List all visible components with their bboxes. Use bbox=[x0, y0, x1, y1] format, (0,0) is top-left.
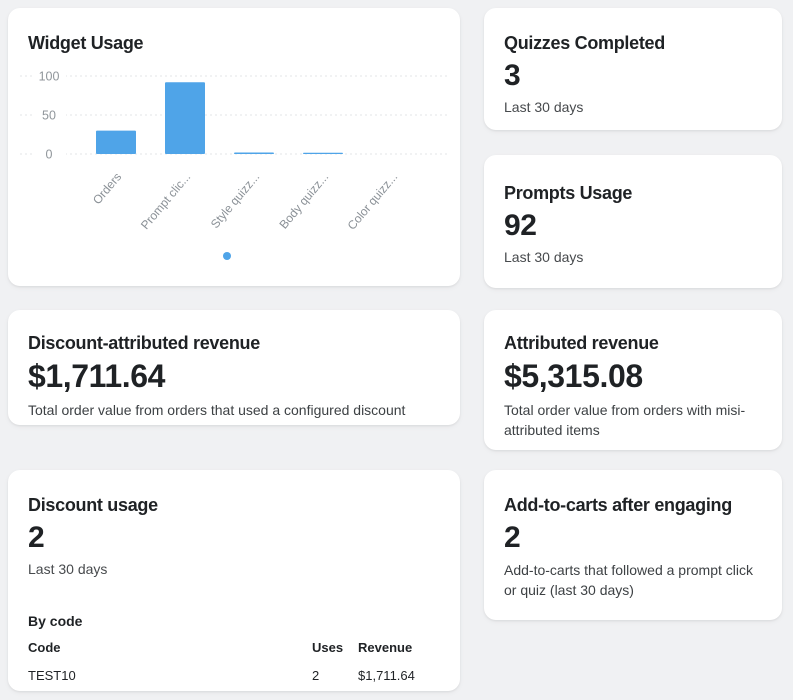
attributed-revenue-title: Attributed revenue bbox=[504, 333, 659, 353]
discount-attributed-revenue-title: Discount-attributed revenue bbox=[28, 333, 260, 353]
discount-attributed-revenue-description: Total order value from orders that used … bbox=[28, 402, 406, 418]
chart-bar bbox=[234, 152, 274, 154]
quizzes-completed-value: 3 bbox=[504, 59, 521, 92]
attributed-revenue-card: Attributed revenue $5,315.08 Total order… bbox=[484, 310, 782, 450]
discount-usage-value: 2 bbox=[28, 521, 45, 554]
y-axis-label: 0 bbox=[46, 148, 53, 162]
x-axis-label: Orders bbox=[90, 170, 124, 207]
widget-usage-title: Widget Usage bbox=[28, 33, 144, 53]
prompts-usage-card: Prompts Usage 92 Last 30 days bbox=[484, 155, 782, 288]
column-header-uses: Uses bbox=[312, 640, 344, 655]
add-to-carts-card: Add-to-carts after engaging 2 Add-to-car… bbox=[484, 470, 782, 620]
add-to-carts-title: Add-to-carts after engaging bbox=[504, 495, 732, 515]
prompts-usage-value: 92 bbox=[504, 209, 537, 242]
chart-bar bbox=[303, 152, 343, 154]
prompts-usage-caption: Last 30 days bbox=[504, 249, 584, 265]
by-code-table-header: Code Uses Revenue bbox=[28, 639, 432, 656]
chart-bar bbox=[165, 82, 205, 154]
y-axis-label: 100 bbox=[39, 70, 60, 84]
add-to-carts-value: 2 bbox=[504, 521, 521, 554]
column-header-code: Code bbox=[28, 640, 61, 655]
x-axis-label: Prompt clic... bbox=[138, 170, 193, 232]
x-axis-label: Color quizz... bbox=[345, 170, 401, 233]
attributed-revenue-value: $5,315.08 bbox=[504, 358, 643, 394]
add-to-carts-description: Add-to-carts that followed a prompt clic… bbox=[504, 562, 753, 598]
discount-usage-caption: Last 30 days bbox=[28, 561, 108, 577]
table-row: TEST10 2 $1,711.64 bbox=[28, 667, 432, 684]
chart-legend-dot[interactable] bbox=[223, 252, 231, 260]
by-code-table: Code Uses Revenue TEST10 2 $1,711.64 bbox=[28, 639, 440, 684]
quizzes-completed-caption: Last 30 days bbox=[504, 99, 584, 115]
widget-usage-card: Widget Usage 100 50 0 Orders Prompt clic... S… bbox=[8, 8, 460, 286]
prompts-usage-title: Prompts Usage bbox=[504, 183, 633, 203]
widget-usage-bar-chart: 100 50 0 Orders Prompt clic... Style quizz...… bbox=[20, 64, 448, 281]
column-header-revenue: Revenue bbox=[358, 640, 413, 655]
quizzes-completed-card: Quizzes Completed 3 Last 30 days bbox=[484, 8, 782, 130]
chart-bar bbox=[96, 130, 136, 154]
x-axis-label: Body quizz... bbox=[276, 170, 331, 232]
cell-uses: 2 bbox=[312, 668, 320, 683]
discount-attributed-revenue-value: $1,711.64 bbox=[28, 358, 165, 394]
quizzes-completed-title: Quizzes Completed bbox=[504, 33, 665, 53]
discount-attributed-revenue-card: Discount-attributed revenue $1,711.64 To… bbox=[8, 310, 460, 425]
cell-revenue: $1,711.64 bbox=[358, 668, 415, 683]
cell-code: TEST10 bbox=[28, 668, 76, 683]
y-axis-label: 50 bbox=[42, 109, 56, 123]
attributed-revenue-description: Total order value from orders with misi-… bbox=[504, 402, 746, 438]
by-code-heading: By code bbox=[28, 613, 83, 629]
x-axis-label: Style quizz... bbox=[208, 170, 262, 231]
discount-usage-card: Discount usage 2 Last 30 days By code Co… bbox=[8, 470, 460, 691]
discount-usage-title: Discount usage bbox=[28, 495, 158, 515]
